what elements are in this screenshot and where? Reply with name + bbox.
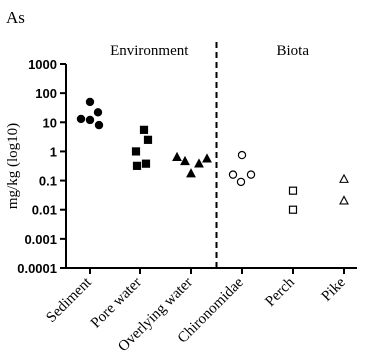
point-perch xyxy=(288,205,298,214)
data-points xyxy=(76,97,349,214)
point-pike xyxy=(339,173,349,183)
point-chironomidae xyxy=(228,170,238,179)
point-sediment xyxy=(93,108,103,117)
point-pore-water xyxy=(143,135,153,144)
y-axis: 1000 100 10 1 0.1 0.01 0.001 0.0001 xyxy=(17,57,67,276)
point-pore-water xyxy=(132,161,142,170)
y-tick-label: 0.001 xyxy=(24,232,57,247)
point-chironomidae xyxy=(236,177,246,187)
x-tick-label: Pike xyxy=(319,274,349,304)
y-tick-label: 100 xyxy=(35,86,57,101)
group-label-biota: Biota xyxy=(277,43,310,59)
y-tick-label: 1 xyxy=(50,144,57,159)
point-overlying-water xyxy=(186,168,196,178)
x-tick-label: Perch xyxy=(262,274,298,310)
point-sediment xyxy=(76,114,86,124)
point-chironomidae xyxy=(246,170,256,179)
point-overlying-water xyxy=(180,155,190,166)
point-sediment xyxy=(94,120,104,130)
point-overlying-water xyxy=(202,153,212,163)
point-pore-water xyxy=(139,125,149,134)
group-label-environment: Environment xyxy=(110,43,189,59)
y-tick-label: 1000 xyxy=(28,57,57,72)
y-tick-label: 0.1 xyxy=(39,174,57,189)
point-overlying-water xyxy=(172,151,182,162)
panel-label: As xyxy=(6,8,25,27)
y-tick-label: 10 xyxy=(43,115,57,130)
point-pore-water xyxy=(141,159,151,168)
y-tick-label: 0.0001 xyxy=(17,261,57,276)
point-pore-water xyxy=(131,147,141,156)
point-sediment xyxy=(85,97,95,107)
point-overlying-water xyxy=(194,158,204,168)
x-tick-label: Sediment xyxy=(43,274,95,326)
y-tick-label: 0.01 xyxy=(32,203,57,218)
point-chironomidae xyxy=(237,150,247,160)
point-perch xyxy=(288,186,298,195)
point-sediment xyxy=(85,115,95,125)
point-pike xyxy=(339,195,349,205)
group-labels: Environment Biota xyxy=(110,43,309,59)
y-axis-label: mg/kg (log10) xyxy=(5,123,21,209)
